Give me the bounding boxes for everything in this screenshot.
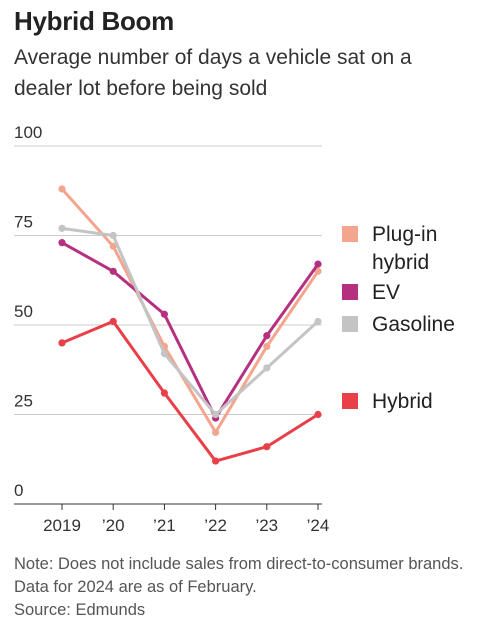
x-tick-label-3: ’22 (204, 516, 227, 535)
legend-label-1-0: EV (372, 281, 400, 304)
note-text: Note: Does not include sales from direct… (14, 555, 464, 596)
data-point-plug-in-hybrid-4 (263, 342, 271, 351)
series-line-plug-in-hybrid (60, 187, 320, 434)
y-tick-label-0: 0 (14, 481, 23, 500)
data-point-hybrid-1 (109, 317, 117, 326)
data-point-gasoline-5 (314, 317, 322, 326)
data-point-ev-2 (160, 310, 168, 318)
chart-footnote: Note: Does not include sales from direct… (14, 553, 474, 622)
series-line-ev (60, 241, 320, 420)
y-tick-label-100: 100 (14, 123, 42, 142)
series-line-hybrid (60, 319, 320, 463)
data-point-plug-in-hybrid-5 (314, 267, 322, 275)
data-point-hybrid-3 (212, 457, 220, 465)
x-tick-label-1: ’20 (102, 516, 125, 535)
legend-swatch-2 (342, 316, 358, 332)
data-point-plug-in-hybrid-1 (109, 242, 117, 250)
legend-label-0-0: Plug-in (372, 223, 437, 246)
x-tick-label-0: 2019 (43, 516, 81, 535)
data-point-hybrid-0 (58, 339, 66, 347)
legend-label-3-0: Hybrid (372, 390, 433, 413)
line-chart: 0 25 50 75 100 2019 ’20 ’21 ’22 ’23 ’24 Plug-in hybr… (14, 123, 455, 535)
legend-swatch-0 (342, 226, 358, 242)
data-point-ev-0 (58, 239, 66, 247)
source-text: Source: Edmunds (14, 601, 146, 619)
data-point-hybrid-5 (314, 410, 322, 419)
legend-label-0-1: hybrid (372, 251, 429, 274)
data-point-gasoline-4 (263, 364, 271, 372)
chart-title: Hybrid Boom (14, 6, 174, 36)
series-line-gasoline (60, 226, 320, 416)
data-point-gasoline-3 (212, 410, 220, 419)
data-point-ev-1 (109, 267, 117, 275)
data-point-ev-4 (263, 332, 271, 340)
data-point-gasoline-1 (109, 231, 117, 240)
y-tick-label-50: 50 (14, 302, 33, 321)
legend-label-2-0: Gasoline (372, 313, 455, 336)
data-point-ev-5 (314, 260, 322, 268)
data-point-plug-in-hybrid-0 (58, 185, 66, 193)
y-tick-label-75: 75 (14, 213, 33, 232)
x-tick-label-2: ’21 (153, 516, 176, 535)
legend-swatch-1 (342, 284, 358, 300)
x-tick-label-4: ’23 (255, 516, 278, 535)
data-point-plug-in-hybrid-3 (212, 428, 220, 436)
data-point-hybrid-4 (263, 443, 271, 451)
legend-swatch-3 (342, 393, 358, 409)
data-point-gasoline-0 (58, 224, 66, 232)
y-tick-label-25: 25 (14, 392, 33, 411)
x-tick-label-5: ’24 (307, 516, 330, 535)
data-point-gasoline-2 (160, 350, 168, 358)
chart-subtitle: Average number of days a vehicle sat on … (14, 46, 412, 100)
data-point-hybrid-2 (160, 389, 168, 397)
